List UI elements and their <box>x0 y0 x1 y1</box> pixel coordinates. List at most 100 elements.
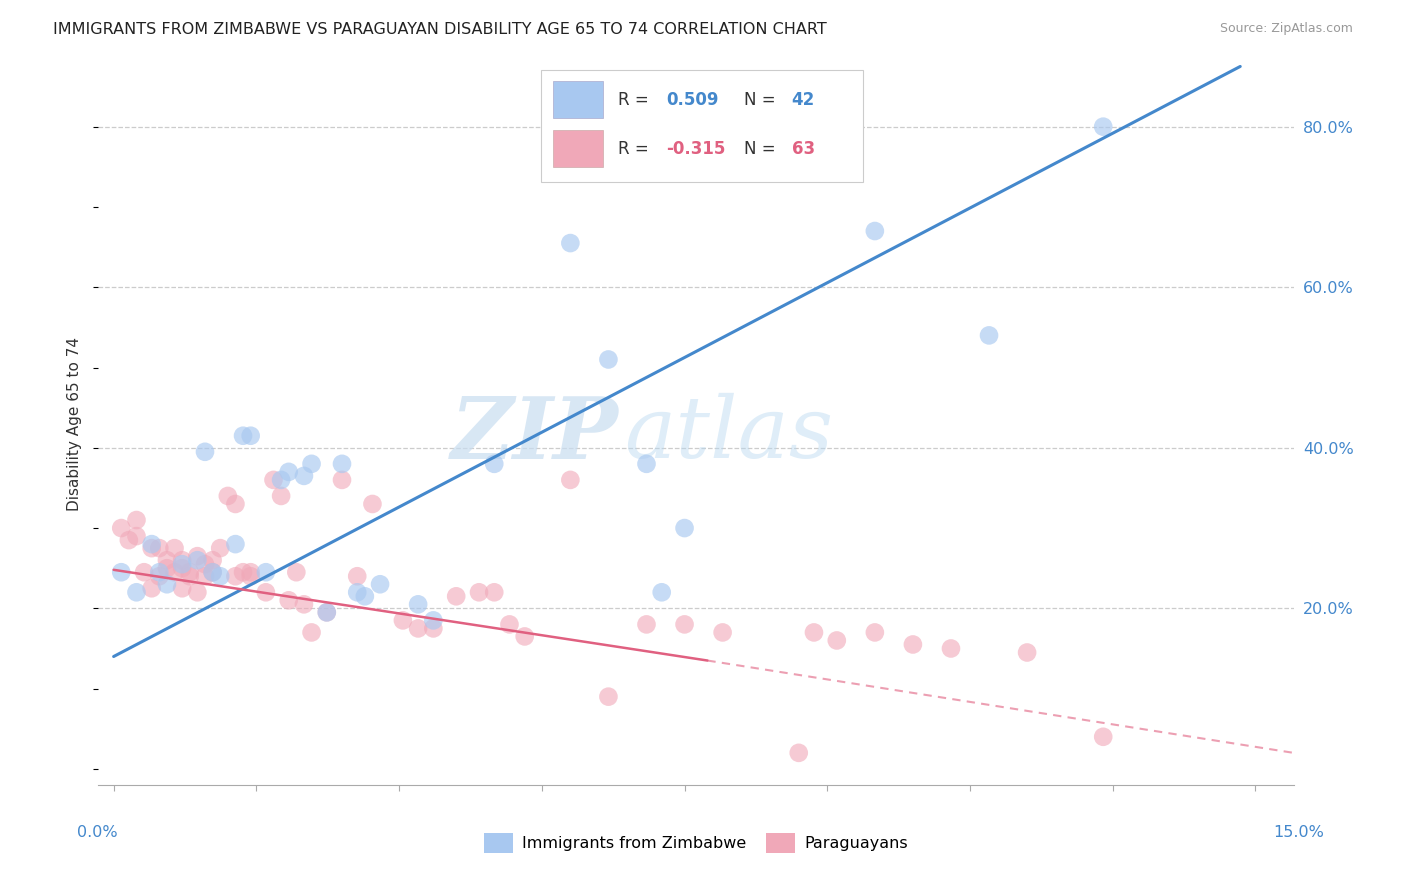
Point <box>301 625 323 640</box>
Point <box>513 630 536 644</box>
Text: Source: ZipAtlas.com: Source: ZipAtlas.com <box>1219 22 1353 36</box>
Point <box>263 473 285 487</box>
Text: N =: N = <box>744 91 780 109</box>
Point <box>172 557 194 571</box>
Point <box>803 625 825 640</box>
Point <box>232 428 254 442</box>
Point <box>172 582 194 596</box>
Point <box>939 641 962 656</box>
Point <box>110 566 132 580</box>
Legend: Immigrants from Zimbabwe, Paraguayans: Immigrants from Zimbabwe, Paraguayans <box>484 833 908 853</box>
Point <box>292 598 315 612</box>
Point <box>209 541 232 555</box>
Point <box>1092 120 1115 134</box>
Point <box>863 625 886 640</box>
Text: 63: 63 <box>792 140 814 158</box>
Point <box>156 553 179 567</box>
Point <box>673 521 696 535</box>
Text: 15.0%: 15.0% <box>1274 825 1324 840</box>
Point <box>224 569 246 583</box>
Text: 42: 42 <box>792 91 815 109</box>
Text: 0.509: 0.509 <box>666 91 718 109</box>
Point <box>201 566 224 580</box>
Text: 0.0%: 0.0% <box>77 825 118 840</box>
Point <box>468 585 491 599</box>
Point <box>498 617 520 632</box>
Point <box>315 605 337 619</box>
Point <box>141 537 163 551</box>
Point <box>239 569 262 583</box>
Point <box>787 746 810 760</box>
FancyBboxPatch shape <box>541 70 863 182</box>
Point <box>598 352 620 367</box>
Point <box>156 561 179 575</box>
Point <box>125 585 148 599</box>
Point <box>422 614 444 628</box>
Point <box>209 569 232 583</box>
Point <box>148 569 170 583</box>
Point <box>172 561 194 575</box>
Point <box>825 633 848 648</box>
Bar <box>553 80 603 118</box>
Point <box>186 585 208 599</box>
Point <box>194 444 217 458</box>
Point <box>346 585 368 599</box>
Point <box>330 473 353 487</box>
Text: N =: N = <box>744 140 780 158</box>
Text: R =: R = <box>619 140 654 158</box>
Point <box>392 614 415 628</box>
Point <box>110 521 132 535</box>
Point <box>711 625 734 640</box>
Point <box>141 582 163 596</box>
Point <box>292 469 315 483</box>
Point <box>125 529 148 543</box>
Point <box>673 617 696 632</box>
Point <box>194 557 217 571</box>
Point <box>132 566 155 580</box>
Point <box>254 585 277 599</box>
Point <box>651 585 673 599</box>
Text: atlas: atlas <box>624 393 834 475</box>
Point <box>484 457 506 471</box>
Point <box>977 328 1000 343</box>
Point <box>163 566 186 580</box>
Point <box>1017 646 1039 660</box>
Point <box>422 621 444 635</box>
Point <box>353 589 375 603</box>
Point <box>232 566 254 580</box>
Point <box>186 549 208 564</box>
Point <box>179 566 201 580</box>
Point <box>406 621 429 635</box>
Point <box>361 497 384 511</box>
Bar <box>553 129 603 167</box>
Point <box>163 541 186 555</box>
Point <box>636 617 658 632</box>
Point <box>217 489 239 503</box>
Point <box>444 589 467 603</box>
Point <box>224 497 246 511</box>
Point <box>330 457 353 471</box>
Point <box>277 593 299 607</box>
Point <box>125 513 148 527</box>
Point <box>346 569 368 583</box>
Point <box>277 465 299 479</box>
Point <box>172 553 194 567</box>
Text: -0.315: -0.315 <box>666 140 725 158</box>
Point <box>901 637 924 651</box>
Point <box>141 541 163 555</box>
Point <box>315 605 337 619</box>
Point <box>179 569 201 583</box>
Point <box>224 537 246 551</box>
Point <box>368 577 391 591</box>
Point <box>560 235 582 250</box>
Point <box>186 553 208 567</box>
Point <box>156 577 179 591</box>
Point <box>201 566 224 580</box>
Point <box>406 598 429 612</box>
Point <box>301 457 323 471</box>
Text: IMMIGRANTS FROM ZIMBABWE VS PARAGUAYAN DISABILITY AGE 65 TO 74 CORRELATION CHART: IMMIGRANTS FROM ZIMBABWE VS PARAGUAYAN D… <box>53 22 827 37</box>
Point <box>863 224 886 238</box>
Point <box>201 553 224 567</box>
Point <box>118 533 141 547</box>
Point <box>239 428 262 442</box>
